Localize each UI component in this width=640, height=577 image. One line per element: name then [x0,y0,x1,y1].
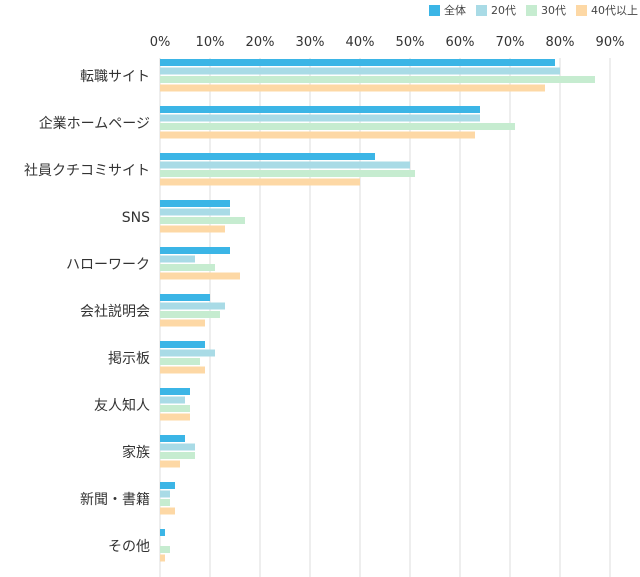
legend-label-30s: 30代 [541,4,566,17]
category-label: 友人知人 [94,397,150,414]
bar [160,482,175,489]
bar [160,170,415,177]
category-label: SNS [122,210,150,226]
bar [160,264,215,271]
bar [160,200,230,207]
bar [160,114,480,122]
bar [160,529,165,536]
x-tick-label: 70% [496,35,525,50]
category-label: 企業ホームページ [39,115,150,132]
x-tick-label: 60% [446,35,475,50]
legend: 全体 20代 30代 40代以上 [429,2,638,18]
bar [160,546,170,553]
x-tick-label: 80% [546,35,575,50]
bar [160,554,165,562]
legend-label-all: 全体 [444,4,466,17]
category-label: 新聞・書籍 [80,491,150,508]
bar [160,435,185,442]
bar [160,153,375,160]
legend-item-30s: 30代 [526,2,566,18]
bar [160,123,515,130]
bar [160,131,475,139]
x-tick-label: 20% [246,35,275,50]
bar [160,59,555,66]
x-tick-label: 30% [296,35,325,50]
legend-item-40s-plus: 40代以上 [576,2,638,18]
bar [160,217,245,224]
legend-swatch-20s [476,4,487,16]
bar [160,366,205,374]
bar [160,443,195,451]
x-tick-label: 10% [196,35,225,50]
bar [160,76,595,83]
bar [160,311,220,318]
bar [160,341,205,348]
bar [160,225,225,233]
bar [160,507,175,515]
bar [160,208,230,216]
bar [160,294,210,301]
gridlines [159,58,611,577]
x-tick-label: 90% [596,35,625,50]
bar [160,255,195,263]
bar [160,358,200,365]
legend-label-20s: 20代 [491,4,516,17]
category-label: その他 [108,539,150,555]
category-label: 社員クチコミサイト [24,163,150,179]
bar [160,349,215,357]
x-tick-label: 0% [150,35,171,50]
bar [160,272,240,280]
bar [160,178,360,186]
legend-label-40s-plus: 40代以上 [591,4,638,17]
bar [160,490,170,498]
legend-item-20s: 20代 [476,2,516,18]
category-label: 会社説明会 [80,304,150,320]
bars [160,59,595,562]
bar [160,405,190,412]
bar [160,396,185,404]
category-label: 転職サイト [80,69,150,85]
x-tick-label: 40% [346,35,375,50]
bar [160,499,170,506]
bar [160,452,195,459]
bar [160,84,545,92]
legend-swatch-40s-plus [576,4,587,16]
legend-item-all: 全体 [429,2,466,18]
bar [160,161,410,169]
category-label: ハローワーク [66,257,150,273]
bar [160,67,560,75]
bar [160,302,225,310]
bar [160,388,190,395]
bar [160,413,190,421]
category-label: 家族 [122,444,150,461]
bar [160,247,230,254]
bar [160,460,180,468]
legend-swatch-all [429,4,440,16]
x-axis-ticks: 0% 10% 20% 30% 40% 50% 60% 70% 80% 90% [150,35,625,50]
x-tick-label: 50% [396,35,425,50]
bar [160,319,205,327]
category-label: 掲示板 [108,351,150,367]
legend-swatch-30s [526,4,537,16]
bar [160,106,480,113]
